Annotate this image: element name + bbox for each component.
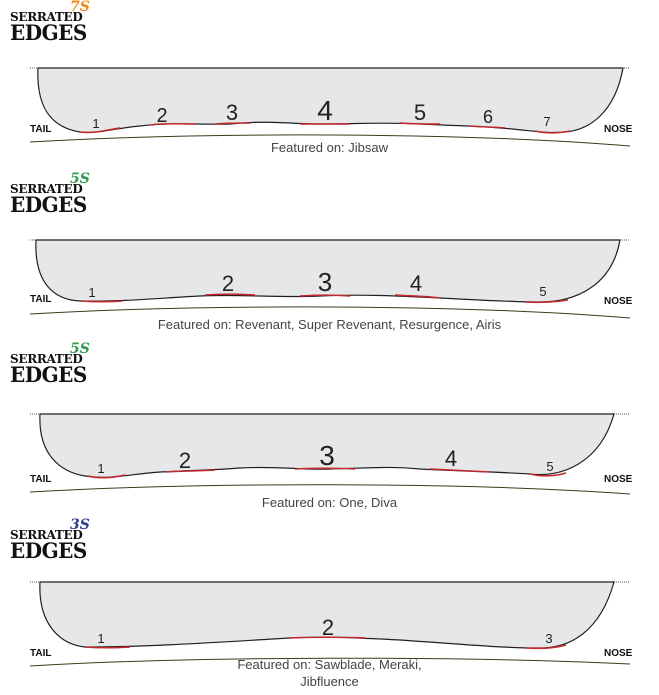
serration-number: 2 <box>156 105 167 127</box>
serration-number: 3 <box>318 267 332 297</box>
serration-edge <box>399 122 441 125</box>
tail-label: TAIL <box>30 294 51 305</box>
base-line <box>29 484 631 495</box>
serration-number: 5 <box>546 459 553 474</box>
serration-number: 7 <box>543 114 550 129</box>
logo-word-edges: EDGES <box>10 19 87 46</box>
serration-number: 5 <box>414 100 426 125</box>
nose-label: NOSE <box>604 124 633 135</box>
serration-edge <box>149 123 196 126</box>
featured-on-caption: Featured on: Jibsaw <box>270 140 389 155</box>
nose-label: NOSE <box>604 648 633 659</box>
nose-label: NOSE <box>604 296 633 307</box>
serration-edge <box>524 644 567 650</box>
serration-number: 3 <box>545 631 552 646</box>
serration-number: 2 <box>222 271 234 296</box>
logo-word-serrated: SERRATED <box>10 352 83 366</box>
board-profile-diagram: 1 2 3 4 5 TAIL NOSE <box>0 412 659 504</box>
serration-number: 4 <box>317 95 333 126</box>
serration-number: 4 <box>410 271 422 296</box>
base-line <box>29 306 631 319</box>
serration-number: 2 <box>322 615 334 640</box>
serration-number: 5 <box>539 284 546 299</box>
serrated-edges-logo: SERRATED EDGES 5S <box>10 172 100 220</box>
logo-word-serrated: SERRATED <box>10 528 83 542</box>
serration-number: 3 <box>226 100 238 125</box>
tail-label: TAIL <box>30 474 51 485</box>
nose-label: NOSE <box>604 474 633 485</box>
serrated-edges-logo: SERRATED EDGES 3S <box>10 518 100 566</box>
board-profile-diagram: 1 2 3 4 5 TAIL NOSE <box>0 236 659 328</box>
serration-number: 4 <box>445 446 457 471</box>
section-3s: SERRATED EDGES 3S 1 2 3 TAIL NOSE Featur… <box>0 518 659 695</box>
logo-word-edges: EDGES <box>10 191 87 218</box>
serrated-edges-logo: SERRATED EDGES 5S <box>10 342 100 390</box>
logo-serration-count: 7S <box>70 0 90 15</box>
serration-edge <box>534 130 571 134</box>
logo-word-serrated: SERRATED <box>10 10 83 24</box>
logo-word-edges: EDGES <box>10 361 87 388</box>
serration-edge <box>529 472 567 477</box>
serration-edge <box>164 469 216 473</box>
tail-label: TAIL <box>30 648 51 659</box>
serration-number: 1 <box>88 285 95 300</box>
serration-edge <box>84 646 131 649</box>
serration-number: 2 <box>179 448 191 473</box>
logo-word-edges: EDGES <box>10 537 87 564</box>
serrated-edges-logo: SERRATED EDGES 7S <box>10 0 100 48</box>
board-profile-svg: 1 2 3 4 5 6 7 TAIL NOSE <box>29 67 633 147</box>
base-line <box>29 657 631 667</box>
logo-word-serrated: SERRATED <box>10 182 83 196</box>
serration-edge <box>214 122 251 125</box>
featured-on-caption: Featured on: Revenant, Super Revenant, R… <box>157 317 502 332</box>
serration-edge <box>294 467 356 470</box>
serration-edge <box>394 294 441 299</box>
serration-number: 3 <box>319 440 335 471</box>
section-5s: SERRATED EDGES 5S 1 2 3 4 5 TAIL NOSE Fe… <box>0 172 659 342</box>
section-7s: SERRATED EDGES 7S 1 2 3 4 5 6 7 TAIL NOS… <box>0 0 659 170</box>
board-profile-svg: 1 2 3 TAIL NOSE <box>29 581 633 667</box>
serration-number: 1 <box>97 461 104 476</box>
logo-serration-count: 3S <box>70 517 90 533</box>
serration-edge <box>469 125 506 129</box>
board-profile-svg: 1 2 3 4 5 TAIL NOSE <box>29 239 633 319</box>
serration-number: 6 <box>483 107 493 127</box>
serration-edge <box>429 468 491 473</box>
serration-edge <box>289 636 366 639</box>
serration-edge <box>204 293 256 296</box>
featured-on-caption: Featured on: Sawblade, Meraki, Jibfluenc… <box>237 657 422 689</box>
serration-number: 1 <box>97 631 104 646</box>
logo-serration-count: 5S <box>70 341 90 357</box>
featured-on-caption: Featured on: One, Diva <box>261 495 398 510</box>
logo-serration-count: 5S <box>70 171 90 187</box>
board-profile-svg: 1 2 3 4 5 TAIL NOSE <box>29 413 633 495</box>
board-profile-diagram: 1 2 3 4 5 6 7 TAIL NOSE <box>0 62 659 154</box>
board-profile-diagram: 1 2 3 TAIL NOSE <box>0 580 659 672</box>
tail-label: TAIL <box>30 124 51 135</box>
serration-edge <box>524 299 569 304</box>
serration-edge <box>81 300 123 303</box>
serration-edge <box>87 474 126 479</box>
section-5s-alt: SERRATED EDGES 5S 1 2 3 4 5 TAIL NOSE Fe… <box>0 342 659 512</box>
base-line <box>29 134 631 147</box>
serration-edge <box>79 127 121 134</box>
serration-edge <box>299 294 351 297</box>
serration-number: 1 <box>92 116 99 131</box>
